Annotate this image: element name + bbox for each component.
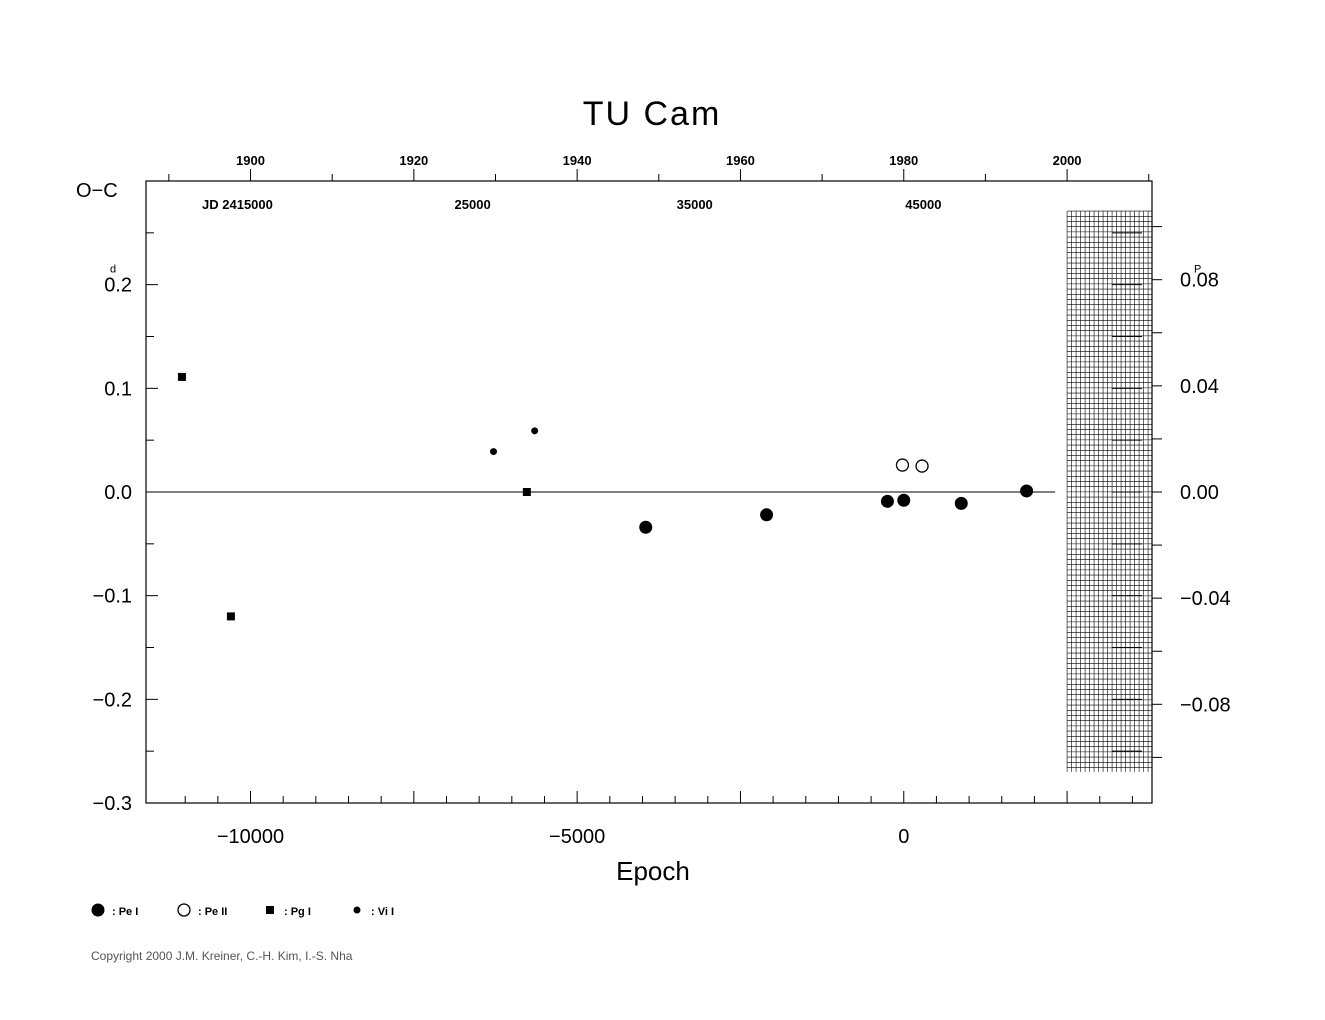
copyright-text: Copyright 2000 J.M. Kreiner, C.-H. Kim, … <box>91 949 353 963</box>
x-axis-label: Epoch <box>616 856 690 886</box>
y-tick-label: −0.3 <box>93 793 132 815</box>
jd-label: JD 2415000 <box>202 197 273 212</box>
legend-label: : Pe II <box>198 906 227 918</box>
data-point <box>177 372 186 381</box>
data-point <box>522 488 531 496</box>
y-tick-label: 0.2 <box>104 275 132 297</box>
year-tick-label: 1960 <box>726 153 755 168</box>
y-unit-label: d <box>110 264 116 276</box>
legend-label: : Pg I <box>284 906 311 918</box>
legend: : Pe I : Pe II : Pg I : Vi I <box>91 903 394 918</box>
jd-label: 45000 <box>905 197 941 212</box>
y-tick-label: −0.2 <box>93 689 132 711</box>
year-tick-label: 2000 <box>1053 153 1082 168</box>
data-point <box>531 427 539 435</box>
legend-marker <box>91 903 105 917</box>
legend-label: : Vi I <box>371 906 394 918</box>
data-point <box>895 458 910 472</box>
hatched-region <box>1066 210 1152 772</box>
y-tick-label: 0.0 <box>104 482 132 504</box>
right-tick-label: −0.08 <box>1180 694 1231 716</box>
legend-marker <box>266 906 274 914</box>
right-tick-label: 0.04 <box>1180 376 1219 398</box>
legend-marker <box>353 906 361 914</box>
data-point <box>915 459 929 473</box>
year-tick-label: 1980 <box>889 153 918 168</box>
right-tick-label: 0.00 <box>1180 482 1219 504</box>
data-point <box>954 496 968 510</box>
right-tick-label: 0.08 <box>1180 270 1219 292</box>
right-unit-label: P <box>1194 264 1201 276</box>
y-axis-label: O−C <box>76 180 118 202</box>
data-point <box>897 493 911 507</box>
legend-marker <box>177 903 191 917</box>
data-point <box>1020 484 1034 498</box>
x-tick-label: −5000 <box>549 826 605 848</box>
data-point <box>760 508 774 522</box>
data-point <box>226 612 235 621</box>
right-tick-label: −0.04 <box>1180 588 1231 610</box>
y-tick-label: 0.1 <box>104 378 132 400</box>
legend-label: : Pe I <box>112 906 138 918</box>
year-tick-label: 1900 <box>236 153 265 168</box>
year-tick-label: 1920 <box>399 153 428 168</box>
x-tick-label: 0 <box>898 826 909 848</box>
data-point <box>880 494 894 508</box>
jd-label: 25000 <box>455 197 491 212</box>
x-tick-label: −10000 <box>217 826 284 848</box>
y-tick-label: −0.1 <box>93 586 132 608</box>
axes: 0.2 0.1 0.0 −0.1 −0.2 −0.3 d −10000 −5000 0 1900 19… <box>93 153 1231 848</box>
chart-title: TU Cam <box>583 95 722 133</box>
data-point <box>490 448 498 456</box>
jd-label: 35000 <box>677 197 713 212</box>
data-points <box>177 372 1034 621</box>
year-tick-label: 1940 <box>563 153 592 168</box>
data-point <box>639 520 653 534</box>
